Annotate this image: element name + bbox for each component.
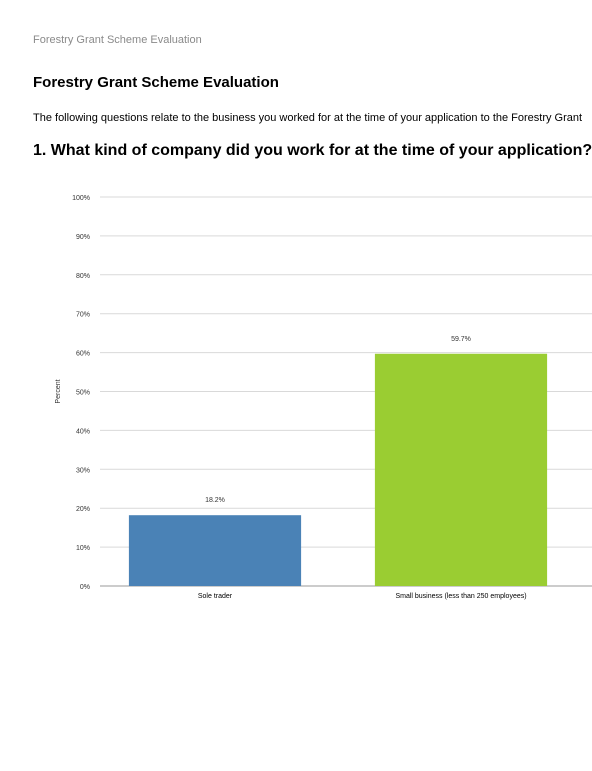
bar-chart: 0% 10% 20% 30% 40% 50% 60% 70% 80% 90% 100% Percent… [55, 195, 592, 600]
x-tick-label: Sole trader [198, 593, 233, 600]
question-heading: 1. What kind of company did you work for… [33, 142, 592, 159]
y-tick-label: 40% [76, 428, 90, 435]
y-tick-label: 10% [76, 545, 90, 552]
y-tick-label: 100% [72, 195, 90, 202]
bar [128, 515, 302, 586]
data-label: 59.7% [451, 336, 471, 343]
y-tick-label: 0% [80, 584, 90, 591]
y-tick-label: 60% [76, 351, 90, 358]
x-tick-label: Small business (less than 250 employees) [395, 593, 526, 600]
running-header: Forestry Grant Scheme Evaluation [33, 34, 202, 46]
y-tick-label: 50% [76, 390, 90, 397]
data-label: 18.2% [205, 497, 225, 504]
intro-text: The following questions relate to the bu… [33, 112, 583, 124]
y-tick-label: 70% [76, 312, 90, 319]
bar [374, 353, 548, 586]
page-title: Forestry Grant Scheme Evaluation [33, 74, 279, 91]
y-tick-label: 20% [76, 506, 90, 513]
y-tick-label: 90% [76, 234, 90, 241]
y-axis-label: Percent [55, 379, 62, 403]
y-tick-label: 30% [76, 467, 90, 474]
y-tick-label: 80% [76, 273, 90, 280]
